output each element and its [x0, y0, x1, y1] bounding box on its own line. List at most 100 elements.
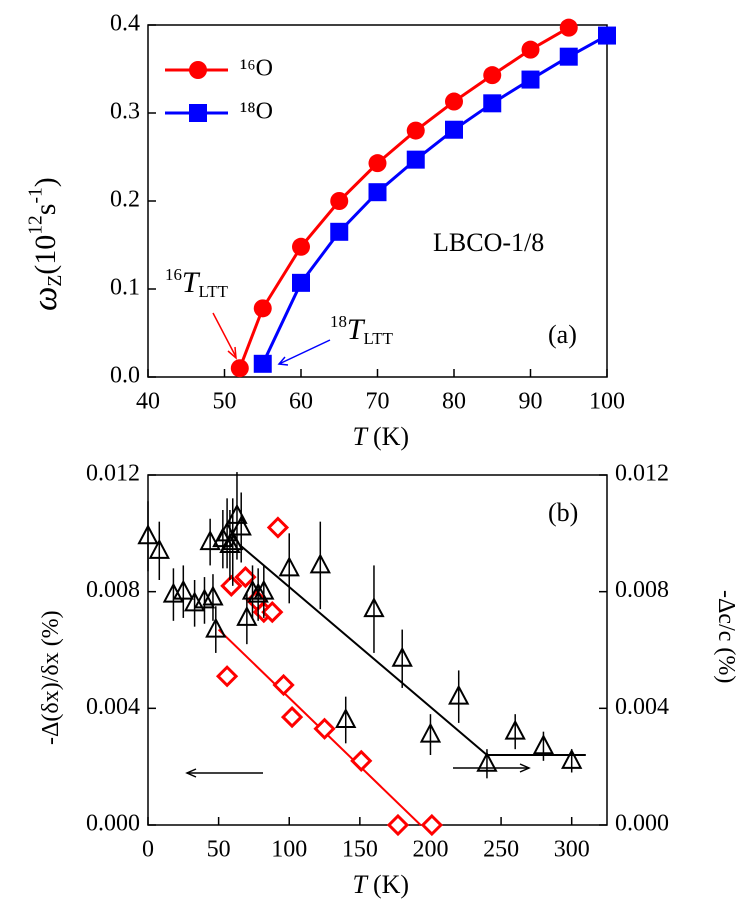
- marker: [253, 579, 275, 600]
- marker: [189, 104, 207, 122]
- text-part: ): [29, 177, 62, 187]
- legend-label: ¹⁶O: [240, 56, 273, 82]
- marker: [532, 734, 555, 755]
- x-tick-label: 100: [589, 389, 625, 415]
- text-part: 18: [330, 312, 347, 331]
- y2-tick-label: 0.008: [615, 577, 669, 603]
- text-part: LTT: [199, 282, 229, 301]
- marker: [219, 532, 241, 553]
- marker: [215, 665, 239, 688]
- text-part: LBCO-1/8: [433, 228, 544, 257]
- text-part: T: [353, 422, 369, 451]
- text-part: 16: [165, 265, 182, 284]
- x-tick-label: 300: [554, 837, 590, 863]
- y-tick-label: 0.4: [110, 11, 140, 37]
- arrow: [212, 312, 237, 358]
- rich-text: T (K): [353, 870, 410, 899]
- marker: [172, 579, 194, 600]
- text-part: -Δ(δx)/δx (%): [38, 610, 64, 745]
- marker: [335, 707, 357, 728]
- marker: [205, 617, 227, 638]
- x-tick-label: 50: [213, 389, 237, 415]
- x-tick-label: 150: [342, 837, 378, 863]
- text-part: (b): [548, 498, 578, 527]
- marker: [445, 120, 463, 139]
- marker: [280, 705, 304, 729]
- rich-text: LBCO-1/8: [433, 228, 544, 257]
- y-tick-label: 0.012: [86, 461, 140, 487]
- marker: [193, 588, 216, 609]
- marker: [137, 524, 159, 545]
- arrow-head: [227, 346, 237, 360]
- marker: [350, 749, 373, 772]
- marker: [386, 813, 410, 837]
- marker: [189, 61, 207, 79]
- rich-text: (a): [548, 320, 577, 349]
- x-tick-label: 0: [142, 837, 154, 863]
- text-part: s: [29, 204, 62, 216]
- marker: [230, 515, 252, 536]
- x-tick-label: 50: [207, 837, 231, 863]
- rich-text: -Δc/c (%): [713, 590, 739, 683]
- marker: [247, 582, 269, 603]
- y-tick-label: 0.008: [86, 577, 140, 603]
- marker: [292, 273, 310, 292]
- marker: [504, 719, 526, 740]
- marker: [483, 66, 502, 85]
- marker: [292, 237, 310, 256]
- y-tick-label: 0.000: [86, 811, 140, 837]
- marker: [236, 605, 258, 626]
- marker: [272, 673, 295, 697]
- marker: [202, 585, 224, 606]
- text-part: (K): [373, 422, 409, 451]
- marker: [406, 121, 425, 140]
- y-tick-label: 0.004: [86, 694, 140, 720]
- marker: [368, 154, 387, 173]
- rich-text: -Δ(δx)/δx (%): [38, 610, 64, 745]
- x-tick-label: 90: [519, 389, 543, 415]
- text-part: ω: [26, 287, 64, 311]
- marker: [391, 646, 413, 667]
- text-part: -1: [26, 187, 47, 203]
- text-part: 12: [26, 215, 47, 235]
- x-tick-label: 60: [289, 389, 313, 415]
- marker: [559, 47, 578, 66]
- y-tick-label: 0.2: [110, 187, 140, 213]
- marker: [330, 192, 349, 210]
- marker: [148, 538, 170, 559]
- marker: [234, 565, 257, 589]
- series-line: [261, 34, 608, 365]
- marker: [419, 722, 442, 743]
- x-tick-label: 200: [412, 837, 448, 863]
- rich-text: (b): [548, 498, 578, 527]
- marker: [253, 354, 272, 373]
- legend-label: ¹⁸O: [240, 99, 273, 125]
- y2-tick-label: 0.000: [615, 811, 669, 837]
- text-part: T: [347, 313, 366, 346]
- arrow-head: [185, 768, 197, 778]
- text-part: Z: [45, 275, 66, 287]
- marker: [313, 717, 336, 740]
- y2-tick-label: 0.012: [615, 461, 669, 487]
- marker: [368, 183, 387, 202]
- x-tick-label: 70: [366, 389, 390, 415]
- rich-text: ωZ(1012s-1): [26, 177, 67, 311]
- plot-frame: [147, 474, 608, 826]
- y-tick-label: 0.1: [110, 275, 140, 301]
- y-tick-label: 0.3: [110, 99, 140, 125]
- marker: [420, 813, 443, 837]
- marker: [266, 516, 290, 539]
- text-part: (a): [548, 320, 577, 349]
- x-tick-label: 100: [271, 837, 307, 863]
- marker: [309, 553, 331, 574]
- marker: [448, 684, 470, 705]
- x-tick-label: 80: [442, 389, 466, 415]
- marker: [330, 222, 349, 241]
- marker: [363, 597, 385, 618]
- marker: [406, 150, 425, 169]
- x-tick-label: 40: [136, 389, 160, 415]
- marker: [220, 574, 243, 597]
- marker: [253, 299, 272, 318]
- rich-text: 18TLTT: [330, 312, 394, 348]
